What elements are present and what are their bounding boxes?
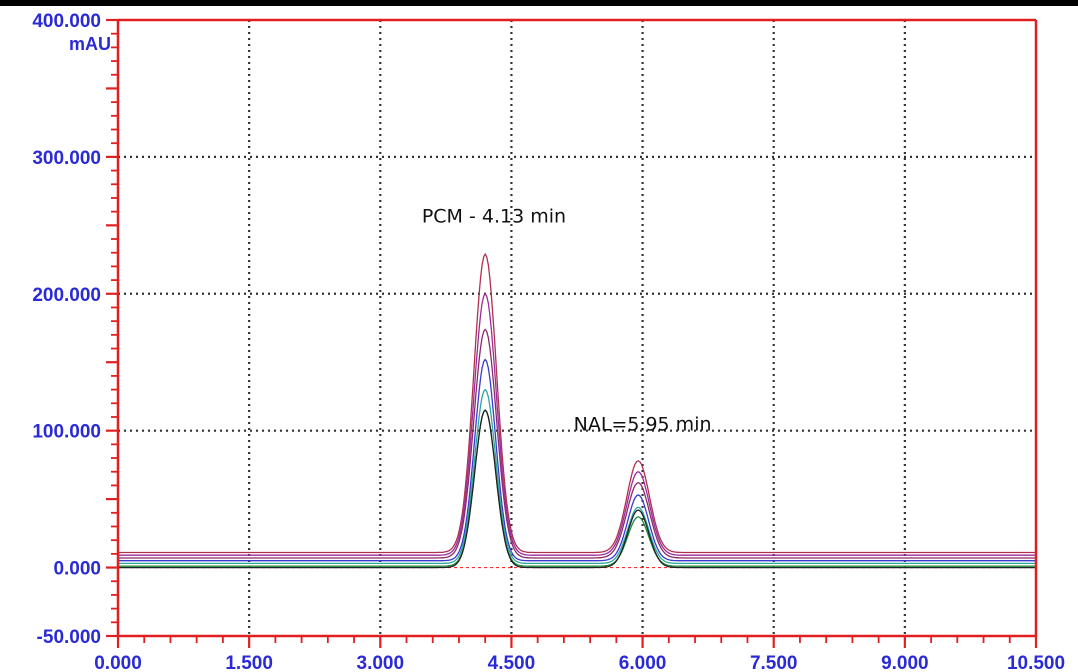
x-tick-label: 1.500 [225,653,273,672]
y-tick-label: 400.000 [32,11,101,32]
y-axis-unit: mAU [69,34,111,54]
series-trace-5 [118,388,1036,565]
y-tick-label: 200.000 [32,285,101,306]
series-trace-2 [118,292,1036,556]
y-tick-label: 300.000 [32,148,101,169]
x-tick-label: 10.500 [1007,653,1065,672]
series-trace-7 [118,409,1036,569]
y-tick-label: 100.000 [32,422,101,443]
x-tick-label: 9.000 [881,653,929,672]
series-layer [118,252,1036,569]
x-tick-label: 0.000 [94,653,142,672]
y-tick-label: -50.000 [37,627,101,648]
top-border-bar [0,0,1078,6]
x-tick-label: 7.500 [750,653,798,672]
series-trace-1 [118,252,1036,554]
series-trace-4 [118,358,1036,562]
peak-annotation: PCM - 4.13 min [422,206,566,228]
series-trace-3 [118,328,1036,559]
axis-layer [106,18,1038,648]
grid-layer [118,20,1036,636]
series-trace-6 [118,409,1036,567]
x-tick-label: 3.000 [357,653,405,672]
x-tick-label: 6.000 [619,653,667,672]
label-layer: 400.000 300.000 200.000 100.000 0.000 -50.000… [32,11,1065,672]
y-tick-label: 0.000 [53,559,101,580]
peak-annotation: NAL=5.95 min [574,414,712,436]
x-tick-label: 4.500 [488,653,536,672]
